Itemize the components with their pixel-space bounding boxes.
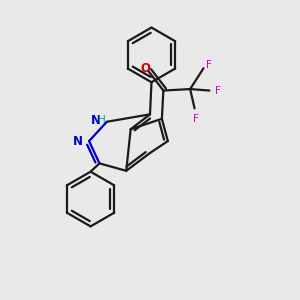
Text: F: F <box>215 85 221 96</box>
Text: N: N <box>73 135 83 148</box>
Text: H: H <box>98 115 105 125</box>
Text: F: F <box>193 114 199 124</box>
Text: O: O <box>140 62 150 75</box>
Text: N: N <box>91 114 100 127</box>
Text: F: F <box>206 60 212 70</box>
